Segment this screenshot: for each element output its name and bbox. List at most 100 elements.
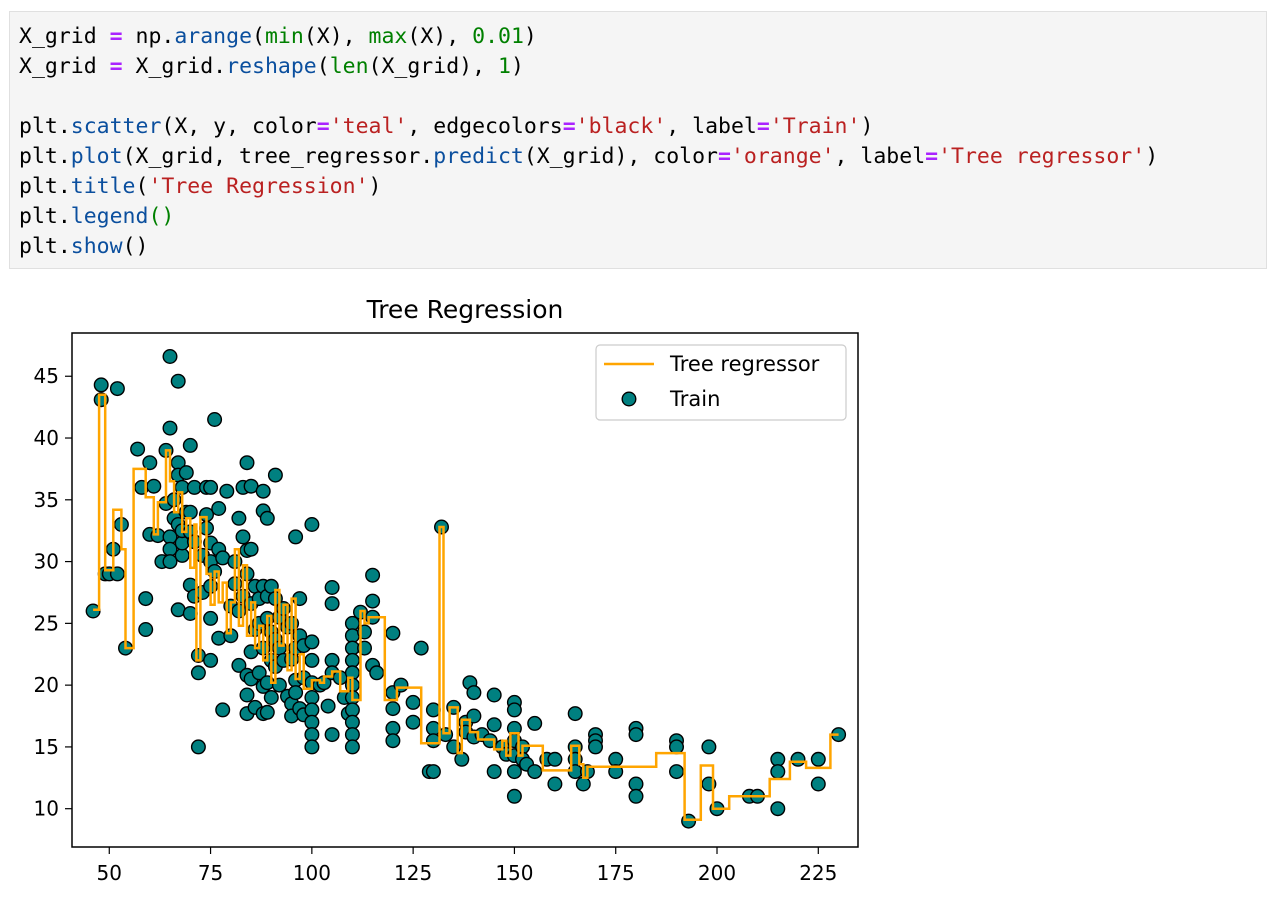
scatter-point xyxy=(138,591,154,607)
scatter-point xyxy=(178,465,194,481)
scatter-point xyxy=(215,702,231,718)
code-cell[interactable]: X_grid = np.arange(min(X), max(X), 0.01)… xyxy=(9,11,1267,269)
scatter-point xyxy=(130,441,146,457)
code-token: ( xyxy=(316,54,330,79)
scatter-point xyxy=(527,764,543,780)
y-axis: 10 15 20 25 30 35 40 45 xyxy=(34,364,72,821)
scatter-point xyxy=(790,751,806,767)
scatter-point xyxy=(365,567,381,583)
code-token: predict xyxy=(433,144,524,169)
scatter-point xyxy=(344,702,360,718)
scatter-point xyxy=(239,687,255,703)
scatter-point xyxy=(454,751,470,767)
scatter-point xyxy=(405,694,421,710)
code-token: ) xyxy=(510,54,524,79)
code-token: 'Train' xyxy=(769,114,861,139)
legend-label-train: Train xyxy=(669,387,720,411)
code-token: (X, y, color xyxy=(161,114,317,139)
code-token: 'black' xyxy=(575,114,667,139)
scatter-point xyxy=(162,348,178,364)
code-token: plt. xyxy=(19,234,71,259)
scatter-point xyxy=(182,504,198,520)
code-token: , edgecolors xyxy=(407,114,563,139)
x-tick-label: 225 xyxy=(799,861,837,885)
scatter-point xyxy=(162,529,178,545)
scatter-point xyxy=(203,610,219,626)
code-token: plt. xyxy=(19,114,71,139)
code-token: ) xyxy=(368,174,382,199)
legend-label-tree-regressor: Tree regressor xyxy=(669,352,820,376)
code-line: X_grid = X_grid.reshape(len(X_grid), 1) xyxy=(19,52,524,82)
scatter-point xyxy=(304,714,320,730)
x-tick-label: 50 xyxy=(97,861,122,885)
scatter-point xyxy=(235,529,251,545)
code-token: = xyxy=(562,114,576,139)
y-tick-label: 25 xyxy=(34,611,59,635)
scatter-point xyxy=(182,606,198,622)
scatter-point xyxy=(174,547,190,563)
tree-regressor-line xyxy=(93,393,839,822)
scatter-point xyxy=(486,717,502,733)
code-line: X_grid = np.arange(min(X), max(X), 0.01) xyxy=(19,22,537,52)
scatter-point xyxy=(385,733,401,749)
code-token: len xyxy=(329,54,369,79)
scatter-point xyxy=(425,733,441,749)
scatter-point xyxy=(288,685,304,701)
scatter-point xyxy=(770,801,786,817)
scatter-point xyxy=(170,373,186,389)
scatter-point xyxy=(628,788,644,804)
scatter-point xyxy=(162,554,178,570)
scatter-point xyxy=(425,720,441,736)
scatter-point xyxy=(255,483,271,499)
code-line: plt.show() xyxy=(19,232,148,262)
code-token: np. xyxy=(122,24,175,49)
scatter-point xyxy=(211,630,227,646)
scatter-point xyxy=(486,687,502,703)
scatter-point xyxy=(231,510,247,526)
scatter-point xyxy=(243,541,259,557)
code-token: , label xyxy=(834,144,926,169)
code-token: (X_grid), color xyxy=(523,144,719,169)
code-token: plt. xyxy=(19,174,71,199)
scatter-point xyxy=(324,596,340,612)
scatter-point xyxy=(385,701,401,717)
x-axis: 50 75 100 125 150 175 200 225 xyxy=(97,847,837,885)
code-token: X_grid xyxy=(19,54,110,79)
code-token: () xyxy=(122,234,149,259)
scatter-point xyxy=(146,478,162,494)
code-token: (X_grid, tree_regressor. xyxy=(122,144,434,169)
scatter-point xyxy=(344,739,360,755)
scatter-point xyxy=(486,764,502,780)
scatter-point xyxy=(810,751,826,767)
legend-marker-swatch xyxy=(621,391,637,407)
scatter-point xyxy=(324,652,340,668)
chart-title: Tree Regression xyxy=(366,295,564,324)
scatter-point xyxy=(365,593,381,609)
code-token: legend xyxy=(70,204,149,229)
code-token: ) xyxy=(860,114,874,139)
code-line: plt.scatter(X, y, color='teal', edgecolo… xyxy=(19,112,873,142)
code-token: ( xyxy=(252,24,265,49)
code-token: = xyxy=(925,144,939,169)
scatter-point xyxy=(93,377,109,393)
scatter-point xyxy=(385,720,401,736)
code-token: min xyxy=(264,24,304,49)
scatter-point xyxy=(251,665,267,681)
scatter-point xyxy=(588,739,604,755)
scatter-point xyxy=(304,652,320,668)
y-tick-label: 45 xyxy=(34,364,59,388)
code-token: (X), xyxy=(407,24,473,49)
code-token: plt. xyxy=(19,144,71,169)
x-tick-label: 100 xyxy=(293,861,331,885)
x-tick-label: 75 xyxy=(198,861,223,885)
code-token: 1 xyxy=(497,54,511,79)
code-token: , label xyxy=(666,114,757,139)
scatter-point xyxy=(190,665,206,681)
scatter-point xyxy=(239,455,255,471)
scatter-point xyxy=(267,467,283,483)
code-token: plot xyxy=(70,144,123,169)
scatter-point xyxy=(162,541,178,557)
scatter-point xyxy=(413,640,429,656)
scatter-point xyxy=(770,751,786,767)
scatter-point xyxy=(567,706,583,722)
